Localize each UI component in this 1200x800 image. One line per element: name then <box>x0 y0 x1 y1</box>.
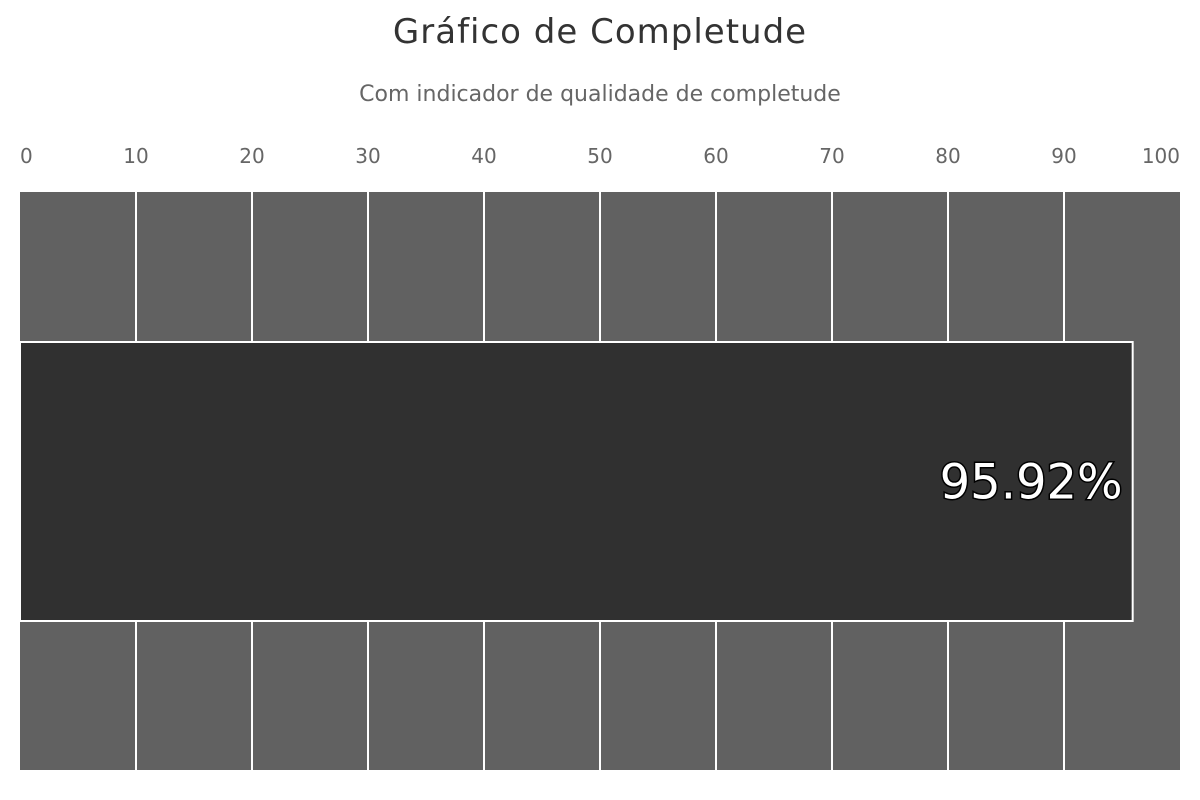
tick-label-0: 0 <box>20 144 33 168</box>
tick-label-80: 80 <box>935 144 960 168</box>
tick-label-70: 70 <box>819 144 844 168</box>
tick-label-10: 10 <box>123 144 148 168</box>
tick-label-30: 30 <box>355 144 380 168</box>
tick-labels: 0 10 20 30 40 50 60 70 80 90 100 <box>20 144 1180 168</box>
tick-label-50: 50 <box>587 144 612 168</box>
tick-label-90: 90 <box>1051 144 1076 168</box>
tick-label-100: 100 <box>1142 144 1180 168</box>
bar-data-label-0-0: 95.92% <box>940 455 1123 511</box>
tick-label-20: 20 <box>239 144 264 168</box>
chart-title: Gráfico de Completude <box>392 12 808 52</box>
chart-subtitle: Com indicador de qualidade de completude <box>359 82 841 107</box>
bars: 95.92% <box>19 341 1134 622</box>
tick-label-40: 40 <box>471 144 496 168</box>
tick-label-60: 60 <box>703 144 728 168</box>
bar-0-0 <box>19 341 1134 622</box>
